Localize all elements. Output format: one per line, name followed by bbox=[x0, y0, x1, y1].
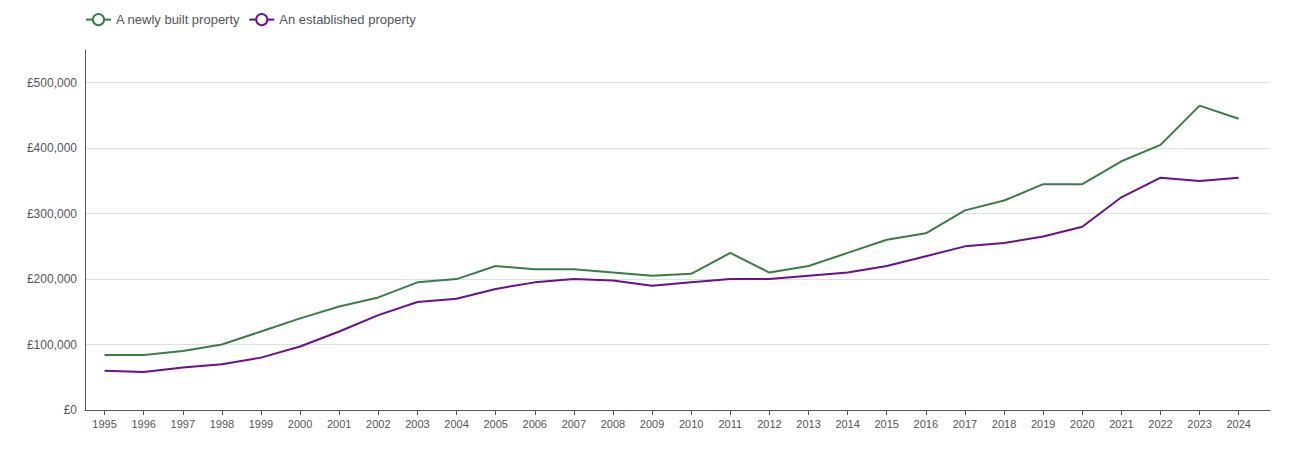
svg-text:2020: 2020 bbox=[1070, 418, 1094, 430]
svg-text:2013: 2013 bbox=[796, 418, 820, 430]
svg-text:2018: 2018 bbox=[992, 418, 1016, 430]
svg-text:2000: 2000 bbox=[288, 418, 312, 430]
svg-text:2012: 2012 bbox=[757, 418, 781, 430]
svg-text:2015: 2015 bbox=[874, 418, 898, 430]
svg-text:2007: 2007 bbox=[562, 418, 586, 430]
svg-text:1998: 1998 bbox=[210, 418, 234, 430]
svg-text:2003: 2003 bbox=[405, 418, 429, 430]
svg-text:£300,000: £300,000 bbox=[27, 207, 77, 221]
svg-text:2014: 2014 bbox=[835, 418, 859, 430]
svg-text:£0: £0 bbox=[64, 403, 78, 417]
svg-text:2016: 2016 bbox=[914, 418, 938, 430]
svg-text:2008: 2008 bbox=[601, 418, 625, 430]
svg-text:£500,000: £500,000 bbox=[27, 76, 77, 90]
svg-text:A newly built property: A newly built property bbox=[116, 12, 240, 27]
svg-text:2017: 2017 bbox=[953, 418, 977, 430]
svg-text:2011: 2011 bbox=[718, 418, 742, 430]
svg-text:2022: 2022 bbox=[1148, 418, 1172, 430]
svg-text:2005: 2005 bbox=[483, 418, 507, 430]
svg-text:An established property: An established property bbox=[279, 12, 416, 27]
svg-text:£100,000: £100,000 bbox=[27, 338, 77, 352]
svg-text:1999: 1999 bbox=[249, 418, 273, 430]
svg-text:2004: 2004 bbox=[444, 418, 468, 430]
svg-text:1997: 1997 bbox=[171, 418, 195, 430]
svg-text:2001: 2001 bbox=[327, 418, 351, 430]
svg-text:1996: 1996 bbox=[131, 418, 155, 430]
svg-text:2009: 2009 bbox=[640, 418, 664, 430]
svg-text:1995: 1995 bbox=[92, 418, 116, 430]
svg-text:2006: 2006 bbox=[523, 418, 547, 430]
svg-text:2019: 2019 bbox=[1031, 418, 1055, 430]
svg-text:2002: 2002 bbox=[366, 418, 390, 430]
svg-text:2024: 2024 bbox=[1226, 418, 1250, 430]
svg-text:£400,000: £400,000 bbox=[27, 141, 77, 155]
svg-text:2010: 2010 bbox=[679, 418, 703, 430]
svg-text:2023: 2023 bbox=[1187, 418, 1211, 430]
svg-text:2021: 2021 bbox=[1109, 418, 1133, 430]
svg-text:£200,000: £200,000 bbox=[27, 272, 77, 286]
